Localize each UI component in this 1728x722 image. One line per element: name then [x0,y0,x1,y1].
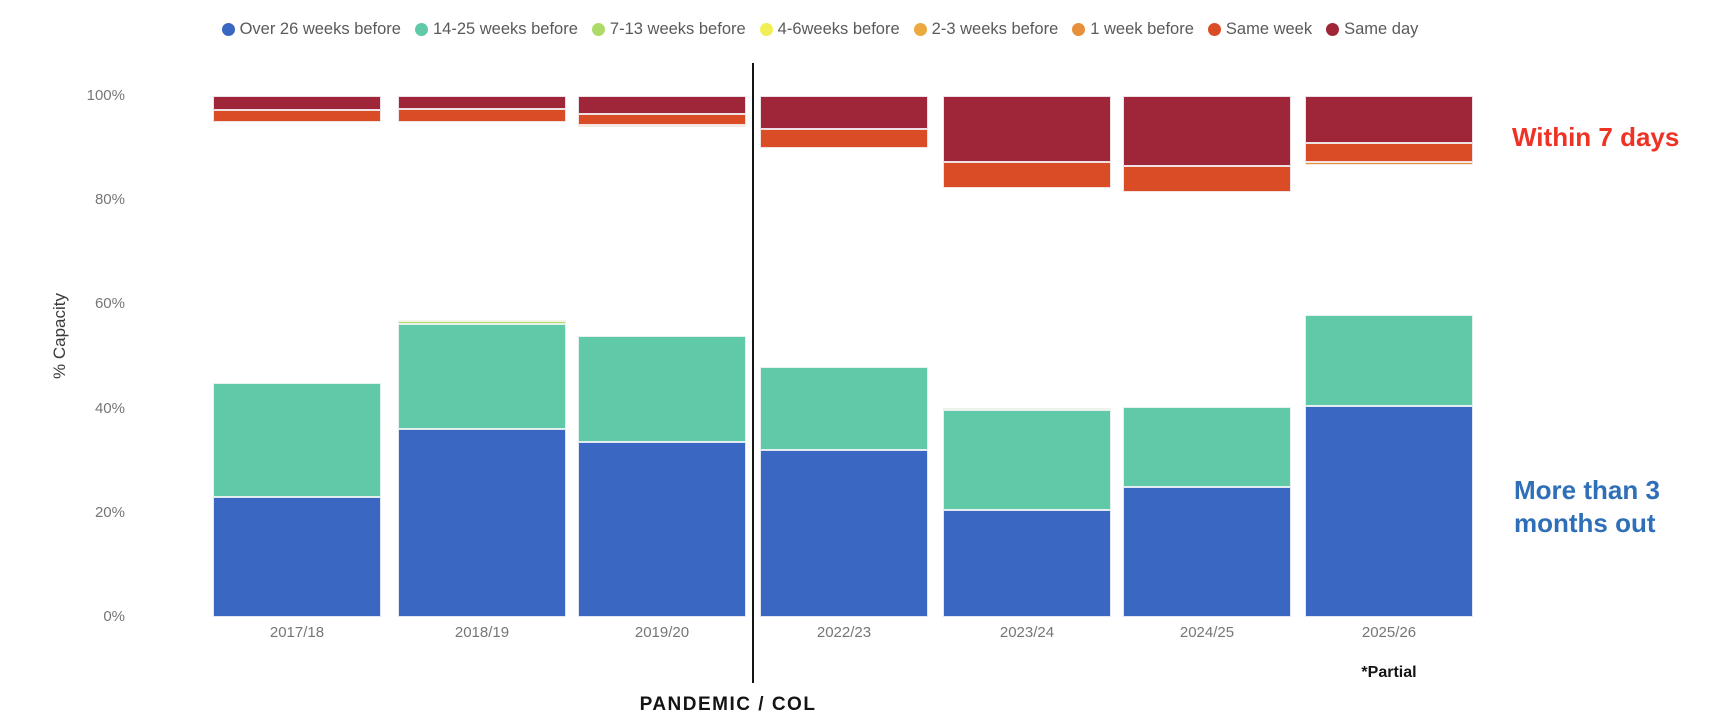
segment-14-25-weeks-before-2019-20[interactable] [578,335,746,443]
legend-dot-4-6weeks-before [759,23,773,36]
y-tick-20: 20% [94,503,125,521]
pandemic-divider-label: PANDEMIC / COL [639,694,817,715]
legend-dot-7-13-weeks-before [591,23,605,36]
segment-4-6weeks-before-2018-19[interactable] [398,320,566,323]
x-label-2025-26: 2025/26 [1361,624,1417,641]
x-label-2023-24: 2023/24 [999,624,1055,641]
legend-item-4-6weeks-before[interactable]: 4-6weeks before [759,20,900,39]
y-tick-0: 0% [103,608,125,625]
legend-label: Same week [1225,20,1313,38]
legend-label: 1 week before [1090,20,1194,38]
legend-item-14-25-weeks-before[interactable]: 14-25 weeks before [414,20,578,39]
segment-over-26-weeks-before-2022-23[interactable] [760,450,928,617]
segment-14-25-weeks-before-2023-24[interactable] [943,410,1111,511]
x-label-2022-23: 2022/23 [816,624,872,641]
segment-same-day-2024-25[interactable] [1123,96,1291,167]
segment-same-day-2019-20[interactable] [578,96,746,115]
segment-same-week-2019-20[interactable] [578,114,746,126]
legend-item-over-26-weeks-before[interactable]: Over 26 weeks before [221,20,401,39]
segment-14-25-weeks-before-2018-19[interactable] [398,324,566,430]
segment-same-week-2024-25[interactable] [1123,166,1291,193]
segment-7-13-weeks-before-2023-24[interactable] [943,407,1111,411]
segment-14-25-weeks-before-2024-25[interactable] [1123,407,1291,487]
legend-label: 4-6weeks before [777,20,900,38]
segment-same-week-2017-18[interactable] [213,110,381,123]
segment-same-week-2022-23[interactable] [760,128,928,149]
segment-same-day-2018-19[interactable] [398,96,566,110]
segment-same-week-2018-19[interactable] [398,109,566,123]
y-tick-40: 40% [94,399,125,417]
segment-same-day-2022-23[interactable] [760,96,928,129]
segment-1-week-before-2019-20[interactable] [578,125,746,128]
legend-label: 7-13 weeks before [609,20,746,38]
legend-dot-2-3-weeks-before [913,23,927,36]
legend-dot-14-25-weeks-before [414,23,428,36]
segment-same-week-2025-26[interactable] [1305,142,1473,163]
pandemic-divider-line [752,63,754,683]
chart-legend: Over 26 weeks before 14-25 weeks before 7-… [0,20,1640,39]
legend-item-same-day[interactable]: Same day [1326,20,1418,39]
partial-footnote: *Partial [1361,664,1417,681]
segment-over-26-weeks-before-2024-25[interactable] [1123,486,1291,617]
y-tick-100: 100% [86,87,125,104]
legend-item-same-week[interactable]: Same week [1207,20,1313,39]
x-label-2018-19: 2018/19 [454,624,510,641]
legend-label: 2-3 weeks before [931,20,1059,38]
segment-over-26-weeks-before-2019-20[interactable] [578,442,746,617]
within-7-days-annotation: Within 7 days [1512,122,1680,152]
x-label-2017-18: 2017/18 [269,624,325,641]
segment-14-25-weeks-before-2025-26[interactable] [1305,314,1473,406]
y-tick-80: 80% [94,191,125,209]
legend-label: 14-25 weeks before [432,20,578,38]
legend-label: Over 26 weeks before [239,20,401,38]
x-label-2019-20: 2019/20 [634,624,690,641]
legend-item-2-3-weeks-before[interactable]: 2-3 weeks before [913,20,1059,39]
segment-same-day-2017-18[interactable] [213,96,381,111]
y-tick-60: 60% [94,295,125,313]
more-than-3-months-annotation: More than 3 months out [1514,475,1660,538]
legend-dot-1-week-before [1072,23,1086,36]
segment-same-day-2025-26[interactable] [1305,96,1473,143]
legend-item-7-13-weeks-before[interactable]: 7-13 weeks before [591,20,746,39]
legend-label: Same day [1344,20,1419,38]
segment-over-26-weeks-before-2023-24[interactable] [943,510,1111,617]
legend-dot-same-week [1207,23,1221,36]
x-label-2024-25: 2024/25 [1179,624,1235,641]
legend-dot-same-day [1326,23,1340,36]
segment-14-25-weeks-before-2017-18[interactable] [213,382,381,498]
segment-1-week-before-2025-26[interactable] [1305,162,1473,165]
segment-same-day-2023-24[interactable] [943,96,1111,163]
legend-dot-over-26-weeks-before [221,23,235,36]
segment-same-week-2023-24[interactable] [943,162,1111,189]
segment-over-26-weeks-before-2025-26[interactable] [1305,405,1473,617]
segment-over-26-weeks-before-2017-18[interactable] [213,497,381,617]
segment-over-26-weeks-before-2018-19[interactable] [398,429,566,617]
legend-item-1-week-before[interactable]: 1 week before [1072,20,1194,39]
y-axis-title: % Capacity [50,293,69,379]
segment-14-25-weeks-before-2022-23[interactable] [760,366,928,451]
